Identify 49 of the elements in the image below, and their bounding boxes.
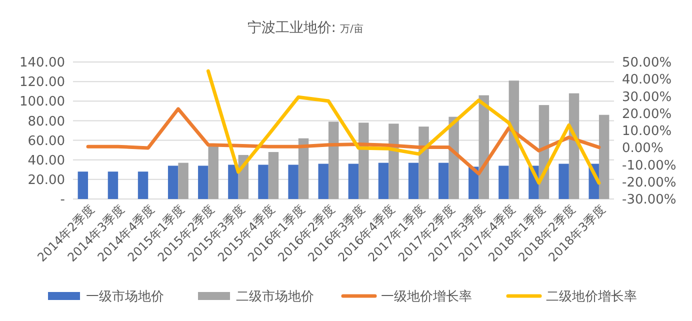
y2-tick-label: 30.00%	[622, 90, 672, 105]
y2-tick-label: 10.00%	[622, 124, 672, 140]
bar	[288, 164, 298, 199]
bar	[418, 126, 429, 199]
bar	[108, 172, 118, 199]
y2-tick-label: -30.00%	[622, 192, 676, 208]
bar	[258, 164, 268, 199]
y2-tick-label: -10.00%	[622, 158, 676, 174]
legend-label: 一级市场地价	[86, 290, 164, 305]
y-tick-label: 40.00	[28, 153, 65, 168]
y2-tick-label: 40.00%	[622, 72, 672, 88]
bar	[138, 172, 148, 199]
bar	[78, 172, 88, 199]
chart-subtitle: 万/亩	[340, 23, 364, 35]
y-tick-label: 20.00	[28, 172, 65, 188]
y-tick-label: 80.00	[28, 114, 65, 130]
legend-label: 二级地价增长率	[546, 288, 637, 305]
y2-tick-label: 20.00%	[622, 106, 672, 122]
bar	[558, 164, 569, 199]
y2-tick-label: -20.00%	[622, 175, 676, 190]
bar	[168, 166, 178, 199]
line-series	[86, 107, 601, 176]
y2-tick-label: 50.00%	[622, 56, 672, 71]
y-tick-label: 140.00	[20, 56, 65, 71]
y-tick-label: -	[60, 192, 66, 208]
y-tick-label: 120.00	[20, 75, 65, 90]
bar	[198, 166, 208, 199]
bar	[348, 164, 359, 199]
line-series	[206, 69, 601, 185]
bar	[438, 162, 449, 199]
bar	[408, 162, 419, 199]
bar	[378, 162, 389, 199]
y2-tick-label: 0.00%	[622, 141, 664, 156]
legend-label: 一级地价增长率	[381, 288, 472, 305]
bar	[328, 122, 339, 199]
bar	[498, 166, 509, 199]
bar	[298, 138, 309, 199]
y-tick-label: 60.00	[28, 134, 65, 149]
bar	[208, 145, 218, 199]
chart-title: 宁波工业地价:	[247, 20, 336, 36]
bar	[178, 162, 188, 199]
bar	[598, 114, 610, 199]
bar	[268, 152, 279, 199]
bar	[388, 124, 399, 199]
legend-label: 二级市场地价	[236, 290, 314, 305]
bar	[228, 164, 238, 199]
bar	[508, 80, 520, 199]
y-tick-label: 100.00	[20, 94, 65, 110]
bar	[318, 164, 328, 199]
